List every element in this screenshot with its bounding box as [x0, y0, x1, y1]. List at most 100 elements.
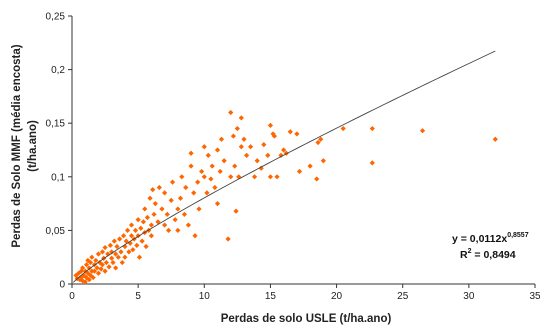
data-point [89, 268, 95, 274]
data-point [267, 122, 274, 128]
data-point [89, 254, 95, 260]
data-point [175, 227, 181, 233]
x-tick-label: 25 [397, 291, 409, 302]
data-point [195, 179, 201, 185]
equation-base: y = 0,0112x [452, 233, 507, 245]
data-point [119, 259, 125, 266]
data-point [369, 125, 375, 132]
data-point [162, 190, 168, 196]
y-tick-label: 0 [59, 280, 65, 291]
data-point [238, 144, 244, 150]
data-point [228, 174, 234, 180]
x-tick-label: 10 [199, 291, 211, 302]
data-point [120, 233, 127, 239]
data-point [134, 242, 140, 249]
x-axis-label: Perdas de solo USLE (t/ha.ano) [221, 313, 392, 325]
data-point [296, 168, 303, 175]
data-point [128, 222, 135, 228]
data-point [76, 270, 82, 276]
data-point [238, 115, 244, 121]
data-point [218, 136, 225, 142]
data-point [109, 249, 115, 255]
data-point [99, 249, 106, 255]
data-point [82, 268, 88, 274]
data-point [85, 257, 91, 264]
r-squared-text: R2 = 0,8494 [460, 248, 516, 261]
data-point [105, 251, 111, 257]
data-point [115, 254, 121, 260]
data-point [212, 184, 218, 191]
y-tick-label: 0,2 [51, 65, 65, 76]
data-point [181, 211, 188, 217]
data-point [81, 272, 87, 279]
data-point [102, 268, 108, 274]
data-point [314, 176, 320, 182]
data-point [90, 274, 96, 281]
data-point [261, 142, 267, 148]
data-point [128, 233, 135, 239]
data-point [98, 266, 104, 272]
data-point [274, 174, 280, 180]
data-point [287, 129, 293, 135]
data-point [114, 243, 120, 250]
data-point [315, 139, 321, 146]
x-tick-label: 20 [331, 291, 343, 302]
data-point [419, 128, 426, 134]
data-point [130, 247, 136, 253]
data-point [148, 222, 154, 228]
data-point [156, 184, 162, 191]
y-axis-label: Perdas de Solo MMF (média encosta) (t/ha… [11, 44, 39, 247]
data-point [233, 208, 239, 214]
data-point [138, 225, 144, 231]
r-squared-value: = 0,8494 [472, 249, 516, 261]
data-point [102, 244, 108, 251]
data-point [204, 190, 210, 196]
data-point [183, 184, 189, 191]
x-axis-ticks: 0 5 10 15 20 25 30 35 [69, 284, 540, 302]
x-tick-label: 0 [69, 291, 75, 302]
trendline [73, 50, 496, 283]
data-point [164, 211, 170, 217]
data-point [492, 136, 498, 142]
data-points [73, 109, 498, 285]
data-point [230, 133, 236, 139]
data-point [103, 259, 109, 266]
data-point [86, 265, 92, 271]
data-point [159, 206, 165, 212]
data-point [155, 219, 161, 225]
data-point [340, 125, 346, 132]
data-point [214, 147, 221, 153]
data-point [94, 265, 100, 271]
data-point [143, 243, 149, 250]
data-point [188, 163, 194, 169]
data-point [258, 165, 264, 171]
data-point [307, 163, 313, 169]
data-point [196, 206, 202, 212]
data-point [175, 206, 181, 212]
data-point [234, 125, 240, 132]
trendline-equation: y = 0,0112x0,8557 R2 = 0,8494 [452, 232, 529, 261]
data-point [205, 152, 211, 158]
data-point [123, 238, 129, 244]
y-axis-ticks: 0 0,05 0,1 0,15 0,2 0,25 [46, 12, 72, 291]
data-point [136, 254, 143, 260]
data-point [110, 259, 116, 266]
data-point [107, 242, 113, 249]
data-point [111, 238, 117, 244]
data-point [244, 152, 250, 158]
data-point [318, 136, 324, 142]
data-point [267, 174, 274, 180]
data-point [172, 217, 178, 223]
data-point [168, 197, 174, 203]
data-point [140, 219, 147, 225]
r-squared-symbol: R [460, 249, 468, 261]
data-point [132, 227, 139, 233]
data-point [151, 211, 157, 217]
data-point [278, 152, 284, 158]
x-tick-label: 30 [463, 291, 475, 302]
data-point [93, 257, 99, 264]
data-point [83, 262, 90, 268]
x-tick-label: 15 [265, 291, 277, 302]
data-point [162, 222, 168, 228]
